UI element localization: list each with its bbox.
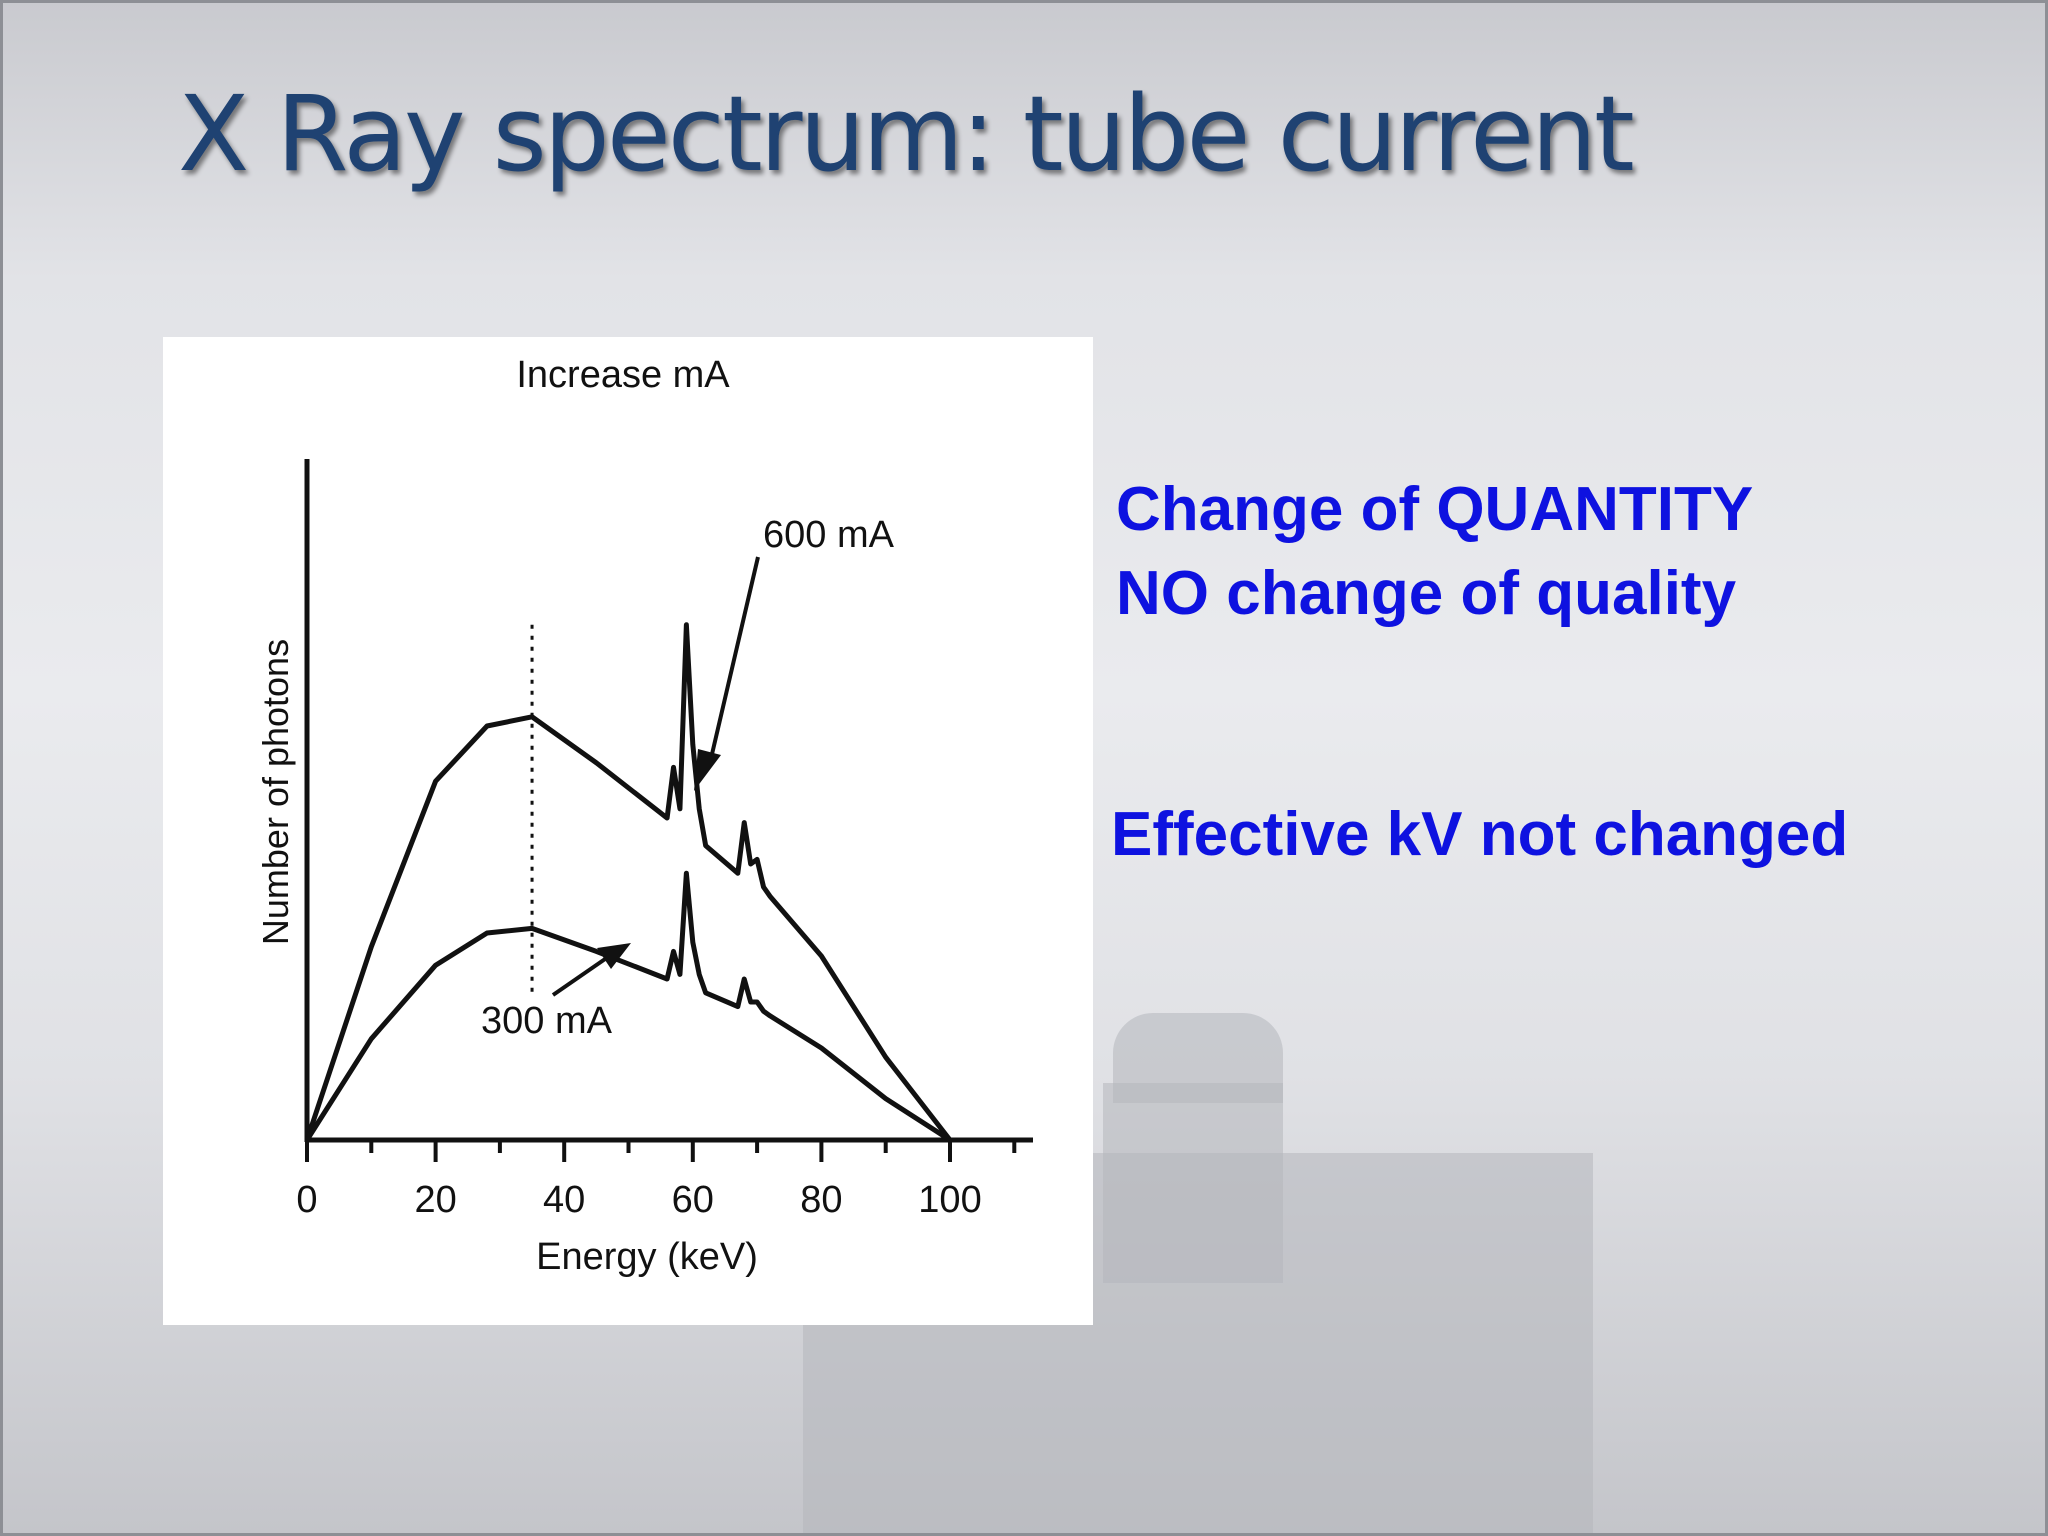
note-quantity: Change of QUANTITY	[1116, 475, 1754, 544]
x-ticks: 0 20 40 60 80 100	[296, 1142, 1017, 1221]
annotation-600ma: 600 mA	[763, 514, 895, 556]
x-tick-label: 20	[414, 1179, 456, 1221]
y-axis-label: Number of photons	[255, 639, 296, 945]
annotation-300ma-arrowhead	[597, 943, 631, 969]
slide-title: X Ray spectrum: tube current	[178, 73, 1635, 195]
series-600ma-line	[304, 622, 952, 1142]
annotation-600ma-arrowhead	[694, 749, 721, 791]
annotation-300ma-arrow-line	[551, 955, 610, 997]
x-tick-label: 60	[672, 1179, 714, 1221]
x-tick-label: 100	[918, 1179, 981, 1221]
x-tick-label: 0	[296, 1179, 317, 1221]
series-group	[304, 622, 952, 1143]
note-quality: NO change of quality	[1116, 559, 1737, 628]
spectrum-chart: Increase mA Number of photons Energy (ke…	[255, 354, 1033, 1278]
chart-title: Increase mA	[516, 354, 730, 396]
x-axis-label: Energy (keV)	[536, 1236, 758, 1278]
series-300ma-line	[304, 870, 952, 1143]
annotation-600ma-arrow-line	[707, 556, 760, 768]
note-effective-kv: Effective kV not changed	[1111, 800, 1849, 869]
chart-panel: Increase mA Number of photons Energy (ke…	[163, 337, 1093, 1325]
x-tick-label: 80	[800, 1179, 842, 1221]
x-tick-label: 40	[543, 1179, 585, 1221]
annotation-300ma: 300 mA	[481, 1000, 613, 1042]
